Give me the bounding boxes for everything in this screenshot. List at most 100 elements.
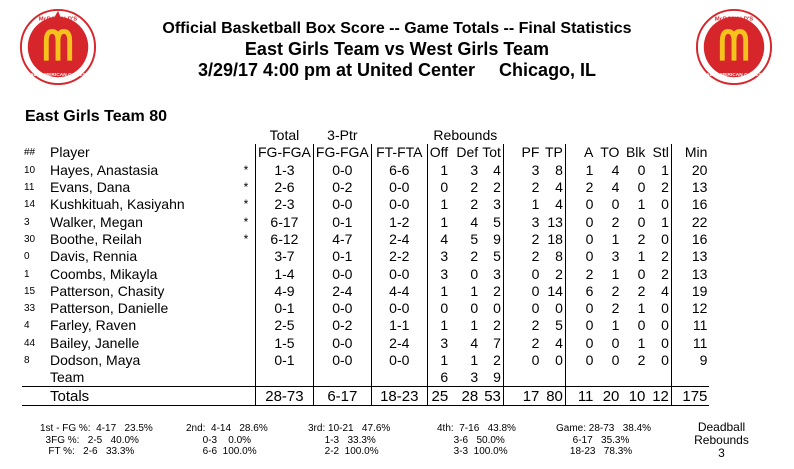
player-blk: 0 bbox=[637, 179, 646, 196]
player-min: 19 bbox=[691, 282, 708, 299]
player-to: 4 bbox=[611, 179, 620, 196]
player-def: 0 bbox=[470, 265, 479, 282]
player-min: 20 bbox=[691, 161, 708, 178]
table-row: 10 Hayes, Anastasia * 1-3 0-0 6-6 1 3 4 3 8 1 4 0 1 20 bbox=[22, 161, 709, 179]
totals-3pt: 6-17 bbox=[312, 386, 372, 406]
player-tot: 3 bbox=[480, 265, 504, 283]
starter-mark: * bbox=[243, 162, 249, 177]
player-blk: 2 bbox=[637, 230, 646, 247]
player-a: 2 bbox=[585, 265, 594, 282]
player-to: 1 bbox=[611, 265, 620, 282]
player-tot: 2 bbox=[480, 351, 504, 370]
totals-tot: 53 bbox=[480, 386, 504, 406]
player-3pt: 0-0 bbox=[312, 265, 372, 283]
svg-text:ALL AMERICAN GAMES: ALL AMERICAN GAMES bbox=[30, 72, 87, 78]
player-stl: 0 bbox=[647, 196, 672, 214]
game-datetime: 3/29/17 4:00 pm at United Center bbox=[197, 60, 476, 80]
player-blk: 2 bbox=[637, 352, 646, 368]
player-blk: 0 bbox=[637, 161, 646, 178]
player-a: 6 bbox=[585, 282, 594, 299]
col-off: Off bbox=[429, 144, 449, 161]
player-fg: 0-1 bbox=[255, 351, 314, 370]
player-name: Hayes, Anastasia bbox=[50, 161, 159, 178]
player-blk: 1 bbox=[637, 248, 646, 265]
mcdonalds-all-american-logo-right: McDONALD'S ALL AMERICAN GAMES bbox=[695, 8, 773, 86]
player-pf: 3 bbox=[531, 213, 540, 230]
player-stl: 1 bbox=[647, 161, 672, 179]
game-summary: Game: 28-73 38.4% 6-17 35.3% 18-23 78.3% bbox=[556, 423, 651, 458]
player-min: 11 bbox=[692, 317, 708, 334]
table-row: 14 Kushkituah, Kasiyahn * 2-3 0-0 0-0 1 2 3 1 4 0 0 1… bbox=[22, 196, 709, 214]
player-ft: 6-6 bbox=[370, 161, 428, 179]
starter-mark: * bbox=[243, 231, 249, 246]
col-3pt: FG-FGA bbox=[312, 144, 372, 162]
player-tp: 8 bbox=[541, 248, 566, 266]
group-rebounds-label: Rebounds bbox=[433, 127, 498, 144]
period-4-summary: 4th: 7-16 43.8% 3-6 50.0% 3-3 100.0% bbox=[437, 423, 516, 458]
player-pf bbox=[503, 369, 541, 387]
player-ft: 0-0 bbox=[370, 196, 428, 214]
player-off: 3 bbox=[440, 334, 449, 351]
player-stl: 0 bbox=[647, 334, 672, 352]
table-row: 44 Bailey, Janelle 1-5 0-0 2-4 3 4 7 2 4 0 0 1 0 11 bbox=[22, 334, 709, 352]
player-def: 3 bbox=[470, 369, 479, 386]
player-number: 3 bbox=[24, 216, 30, 228]
player-3pt: 0-2 bbox=[312, 317, 372, 335]
player-to: 0 bbox=[611, 334, 620, 351]
player-to: 3 bbox=[611, 248, 620, 265]
player-to: 2 bbox=[611, 213, 620, 230]
player-blk: 1 bbox=[637, 334, 646, 351]
totals-a: 11 bbox=[565, 386, 596, 406]
totals-blk: 10 bbox=[621, 386, 648, 406]
player-stl: 2 bbox=[647, 265, 672, 283]
player-a: 0 bbox=[585, 230, 594, 247]
period-row: 2nd: 4-14 28.6% bbox=[186, 423, 268, 434]
period-2-summary: 2nd: 4-14 28.6% 0-3 0.0% 6-6 100.0% bbox=[186, 423, 268, 458]
player-to: 4 bbox=[611, 161, 620, 178]
player-ft: 1-2 bbox=[370, 213, 428, 231]
player-min: 16 bbox=[691, 230, 708, 247]
period-1-summary: 1st - FG %: 4-17 23.5% 3FG %: 2-5 40.0% … bbox=[40, 423, 153, 458]
player-off: 0 bbox=[440, 300, 449, 317]
player-blk: 1 bbox=[637, 196, 646, 213]
matchup-title: East Girls Team vs West Girls Team bbox=[244, 39, 550, 59]
player-pf: 1 bbox=[531, 196, 540, 213]
player-tp: 0 bbox=[541, 351, 566, 370]
player-a bbox=[565, 369, 595, 387]
player-ft: 0-0 bbox=[370, 351, 428, 370]
box-score-table: Total 3-Ptr Rebounds ## Player FG-FGA FG… bbox=[22, 127, 710, 406]
player-tot: 9 bbox=[480, 369, 504, 387]
player-pf: 0 bbox=[531, 300, 540, 317]
player-blk bbox=[621, 369, 647, 387]
player-stl: 1 bbox=[647, 213, 672, 231]
player-pf: 0 bbox=[531, 265, 540, 282]
player-pf: 3 bbox=[531, 161, 540, 178]
player-tot: 2 bbox=[480, 282, 504, 300]
totals-stl: 12 bbox=[647, 386, 672, 406]
player-to: 1 bbox=[611, 230, 620, 247]
period-row: 18-23 78.3% bbox=[556, 446, 633, 457]
period-row: 6-17 35.3% bbox=[556, 434, 630, 446]
player-min: 9 bbox=[699, 352, 708, 368]
player-a: 0 bbox=[585, 196, 594, 213]
table-row: 4 Farley, Raven 2-5 0-2 1-1 1 1 2 2 5 0 1 0 0 11 bbox=[22, 317, 709, 335]
player-stl: 0 bbox=[647, 299, 672, 318]
period-row: 2-2 100.0% bbox=[308, 446, 379, 457]
player-fg: 1-5 bbox=[255, 334, 314, 352]
player-a: 0 bbox=[585, 213, 594, 230]
player-a: 0 bbox=[585, 300, 594, 317]
player-def: 2 bbox=[470, 179, 479, 196]
period-3-summary: 3rd: 10-21 47.6% 1-3 33.3% 2-2 100.0% bbox=[308, 423, 390, 458]
table-row: 8 Dodson, Maya 0-1 0-0 0-0 1 1 2 0 0 0 0 2 0 9 bbox=[22, 351, 709, 370]
player-ft: 0-0 bbox=[370, 299, 428, 318]
player-def: 2 bbox=[470, 196, 479, 213]
player-stl: 0 bbox=[647, 230, 672, 249]
starter-mark bbox=[237, 352, 256, 369]
player-fg: 1-3 bbox=[255, 161, 314, 179]
deadball-label: Deadball bbox=[697, 420, 746, 434]
player-name: Team bbox=[50, 369, 85, 386]
starter-mark: * bbox=[243, 197, 249, 212]
player-tp: 4 bbox=[541, 178, 566, 197]
player-tot: 0 bbox=[480, 299, 504, 318]
player-min: 13 bbox=[691, 265, 708, 282]
